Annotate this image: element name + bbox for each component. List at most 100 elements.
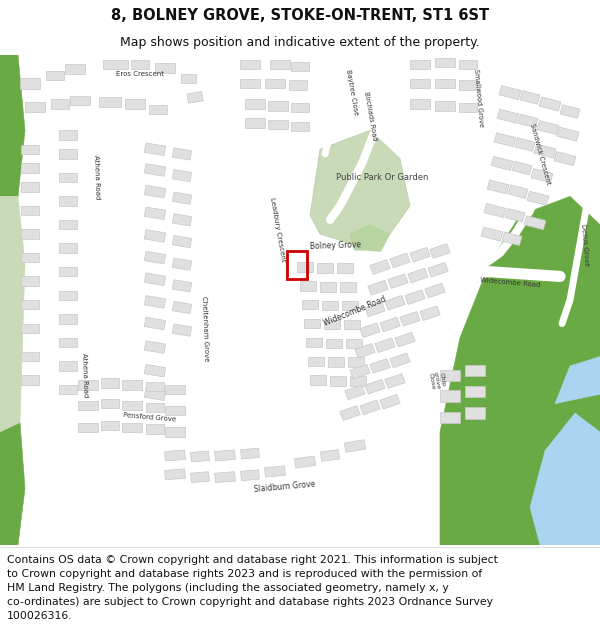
Bar [484, 204, 506, 217]
Bar [368, 281, 388, 295]
Bar [425, 283, 445, 298]
Text: Chip
grove
Close: Chip grove Close [427, 370, 447, 391]
Bar [245, 118, 265, 127]
Bar [155, 64, 175, 73]
Bar [172, 258, 192, 270]
Bar [21, 276, 39, 286]
Bar [59, 149, 77, 159]
Bar [144, 296, 166, 308]
Bar [440, 370, 460, 381]
Bar [390, 253, 410, 268]
Bar [505, 209, 525, 222]
Bar [59, 244, 77, 253]
Bar [487, 180, 509, 194]
Polygon shape [310, 131, 410, 244]
Text: Eros Crescent: Eros Crescent [116, 71, 164, 77]
Text: Baytree Close: Baytree Close [345, 69, 359, 116]
Bar [146, 402, 164, 412]
Bar [494, 133, 516, 147]
Bar [78, 380, 98, 389]
Bar [268, 120, 288, 129]
Bar [21, 163, 39, 172]
Bar [410, 60, 430, 69]
Bar [295, 456, 316, 468]
Bar [497, 109, 519, 123]
Bar [146, 382, 164, 391]
Bar [408, 268, 428, 283]
Bar [191, 451, 209, 462]
Bar [144, 318, 166, 330]
Bar [560, 105, 580, 118]
Bar [524, 216, 546, 230]
Bar [459, 60, 477, 69]
Text: Public Park Or Garden: Public Park Or Garden [336, 173, 428, 182]
Bar [103, 60, 128, 69]
Bar [350, 364, 370, 379]
Bar [172, 301, 192, 314]
Bar [172, 169, 192, 182]
Text: Delius Grove: Delius Grove [580, 224, 590, 267]
Bar [70, 96, 90, 105]
Bar [164, 450, 185, 461]
Bar [348, 357, 364, 367]
Bar [317, 263, 333, 272]
Bar [122, 380, 142, 389]
Bar [144, 229, 166, 242]
Bar [265, 466, 286, 477]
Bar [320, 449, 340, 461]
Bar [465, 408, 485, 419]
Bar [410, 79, 430, 88]
Bar [499, 86, 521, 99]
Bar [388, 274, 408, 289]
Bar [59, 385, 77, 394]
Bar [340, 406, 360, 421]
Bar [534, 144, 556, 158]
Bar [440, 412, 460, 424]
Bar [65, 64, 85, 74]
Bar [465, 386, 485, 397]
Bar [144, 388, 166, 401]
Bar [101, 399, 119, 408]
Bar [491, 156, 513, 171]
Bar [59, 338, 77, 347]
Bar [164, 469, 185, 480]
Bar [144, 251, 166, 264]
Bar [265, 79, 285, 88]
Bar [245, 99, 265, 109]
Bar [172, 148, 192, 160]
Bar [512, 161, 532, 175]
Bar [527, 191, 549, 205]
Bar [395, 332, 415, 347]
Bar [365, 379, 385, 394]
Bar [59, 361, 77, 371]
Bar [21, 182, 39, 192]
Bar [125, 99, 145, 109]
Bar [554, 152, 576, 166]
Bar [537, 121, 559, 134]
Bar [297, 262, 313, 272]
Bar [345, 385, 365, 399]
Bar [144, 207, 166, 219]
Polygon shape [0, 55, 25, 196]
Bar [21, 253, 39, 262]
Bar [144, 186, 166, 198]
Text: Map shows position and indicative extent of the property.: Map shows position and indicative extent… [120, 36, 480, 49]
Bar [144, 143, 166, 156]
Bar [520, 91, 540, 104]
Bar [459, 81, 477, 90]
Bar [380, 394, 400, 409]
Bar [385, 374, 405, 388]
Text: Athena Road: Athena Road [93, 155, 101, 200]
Bar [360, 323, 380, 338]
Bar [144, 273, 166, 286]
Bar [481, 227, 503, 241]
Bar [370, 359, 390, 373]
Bar [181, 74, 196, 83]
Bar [99, 98, 121, 107]
Text: Athena Road: Athena Road [81, 353, 89, 398]
Bar [101, 421, 119, 430]
Bar [328, 357, 344, 367]
Text: Widecombe Road: Widecombe Road [479, 278, 541, 289]
Bar [508, 185, 528, 198]
Bar [172, 192, 192, 204]
